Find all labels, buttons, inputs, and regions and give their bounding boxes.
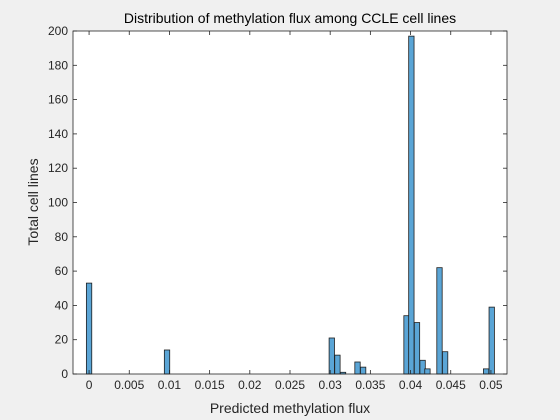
y-tick-label: 20 <box>55 333 69 347</box>
y-tick-label: 120 <box>48 161 68 175</box>
y-tick-label: 140 <box>48 127 68 141</box>
y-ticks: 0 20 40 60 80 100 120 140 160 180 200 <box>48 24 507 381</box>
x-tick-label: 0.05 <box>479 378 503 392</box>
histogram-bar <box>488 306 495 375</box>
y-tick-label: 60 <box>55 264 69 278</box>
x-tick-label: 0.035 <box>355 378 385 392</box>
x-tick-label: 0.045 <box>436 378 466 392</box>
histogram-bar <box>360 366 367 375</box>
x-tick-label: 0.03 <box>319 378 343 392</box>
histogram-bar <box>442 351 449 375</box>
histogram-bar <box>328 337 335 375</box>
histogram-bar <box>334 354 341 375</box>
chart-title: Distribution of methylation flux among C… <box>124 10 456 26</box>
y-axis-label: Total cell lines <box>25 158 41 245</box>
histogram-bar <box>436 267 443 375</box>
histogram-bar <box>408 35 415 375</box>
plot-area <box>73 31 507 374</box>
histogram-bar <box>85 282 93 375</box>
y-tick-label: 80 <box>55 230 69 244</box>
x-tick-label: 0.04 <box>399 378 423 392</box>
histogram-bar <box>163 349 171 375</box>
histogram-bar <box>424 368 431 375</box>
x-axis-label: Predicted methylation flux <box>210 400 370 416</box>
histogram-bar <box>413 322 421 375</box>
y-tick-label: 180 <box>48 58 68 72</box>
x-tick-label: 0.02 <box>238 378 262 392</box>
y-tick-label: 100 <box>48 196 68 210</box>
y-tick-label: 200 <box>48 24 68 38</box>
y-tick-label: 40 <box>55 298 69 312</box>
histogram-bar <box>483 368 490 375</box>
x-tick-label: 0.025 <box>275 378 305 392</box>
x-tick-label: 0.01 <box>158 378 182 392</box>
histogram-bar <box>354 361 361 375</box>
x-ticks: 0 0.005 0.01 0.015 0.02 0.025 0.03 0.035 0.04 0.0… <box>86 31 503 392</box>
y-tick-label: 0 <box>61 367 68 381</box>
x-tick-label: 0 <box>86 378 93 392</box>
x-tick-label: 0.005 <box>114 378 144 392</box>
y-tick-label: 160 <box>48 93 68 107</box>
x-tick-label: 0.015 <box>195 378 225 392</box>
